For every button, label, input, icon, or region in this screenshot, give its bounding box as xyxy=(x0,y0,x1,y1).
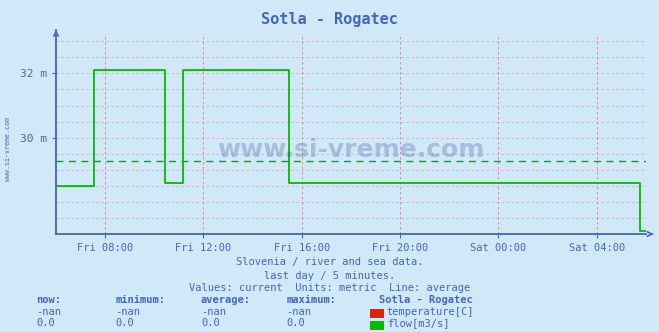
Text: last day / 5 minutes.: last day / 5 minutes. xyxy=(264,271,395,281)
Text: -nan: -nan xyxy=(36,307,61,317)
Text: maximum:: maximum: xyxy=(287,295,337,305)
Text: -nan: -nan xyxy=(115,307,140,317)
Text: Slovenia / river and sea data.: Slovenia / river and sea data. xyxy=(236,257,423,267)
Text: Sotla - Rogatec: Sotla - Rogatec xyxy=(261,12,398,27)
Text: minimum:: minimum: xyxy=(115,295,165,305)
Text: temperature[C]: temperature[C] xyxy=(387,307,474,317)
Text: flow[m3/s]: flow[m3/s] xyxy=(387,318,449,328)
Text: -nan: -nan xyxy=(287,307,312,317)
Text: now:: now: xyxy=(36,295,61,305)
Text: www.si-vreme.com: www.si-vreme.com xyxy=(217,138,484,162)
Text: -nan: -nan xyxy=(201,307,226,317)
Text: Sotla - Rogatec: Sotla - Rogatec xyxy=(379,295,473,305)
Text: 0.0: 0.0 xyxy=(287,318,305,328)
Text: 0.0: 0.0 xyxy=(36,318,55,328)
Text: 0.0: 0.0 xyxy=(115,318,134,328)
Text: Values: current  Units: metric  Line: average: Values: current Units: metric Line: aver… xyxy=(189,283,470,293)
Text: www.si-vreme.com: www.si-vreme.com xyxy=(5,118,11,181)
Text: 0.0: 0.0 xyxy=(201,318,219,328)
Text: average:: average: xyxy=(201,295,251,305)
